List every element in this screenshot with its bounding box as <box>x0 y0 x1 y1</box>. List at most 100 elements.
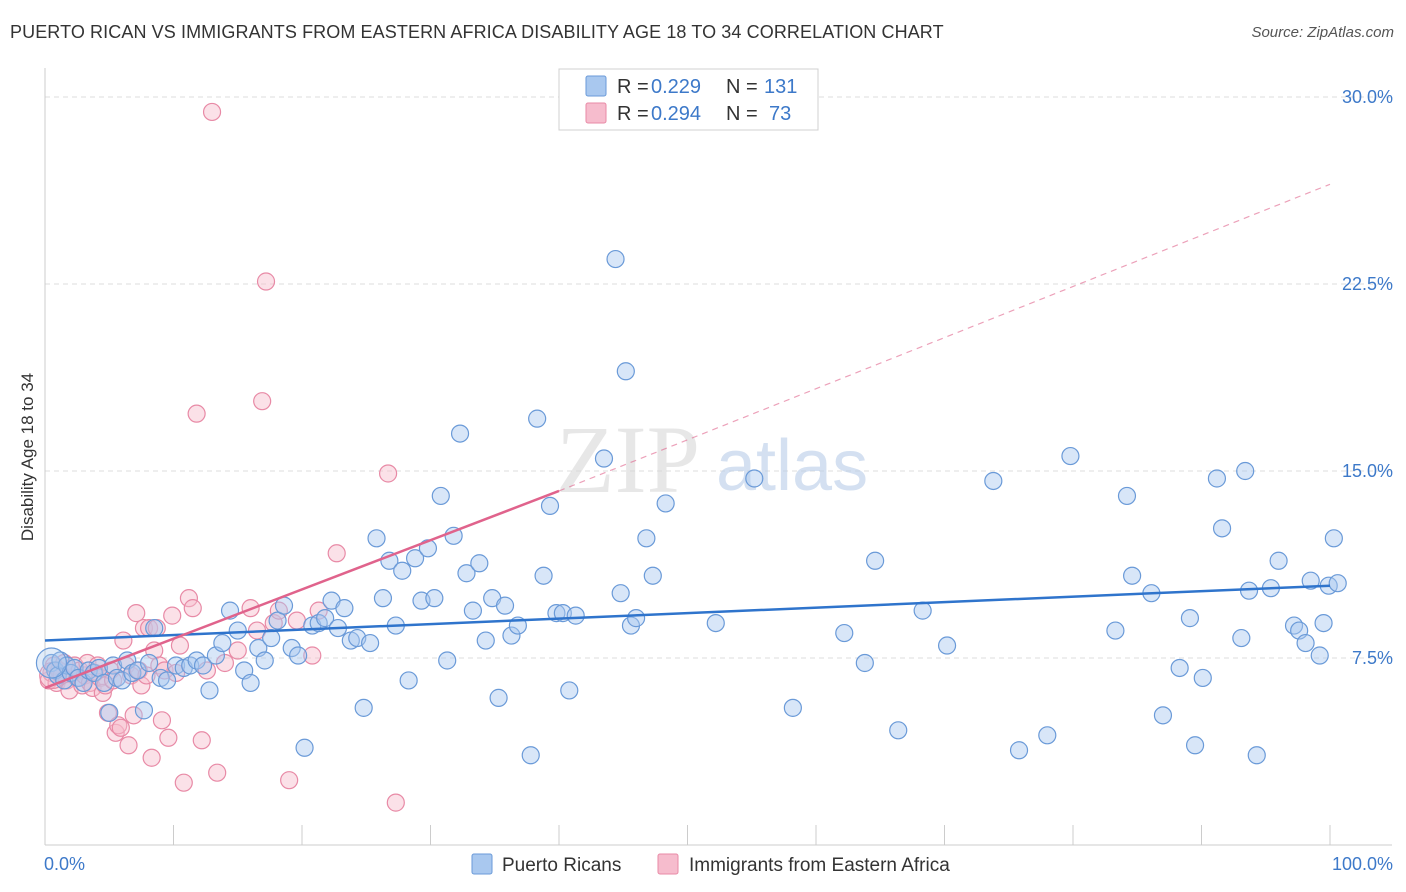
data-point-puerto-rican <box>489 688 508 707</box>
data-point-puerto-rican <box>984 471 1003 491</box>
data-point-puerto-rican <box>656 494 675 513</box>
data-point-puerto-rican <box>594 449 614 468</box>
data-point-puerto-rican <box>200 681 219 700</box>
data-point-puerto-rican <box>1009 741 1029 760</box>
data-point-puerto-rican <box>1038 726 1057 745</box>
data-point-puerto-rican <box>495 596 515 615</box>
data-point-eastern-africa <box>187 404 206 423</box>
data-point-puerto-rican <box>560 681 579 700</box>
trend-lines <box>44 183 1331 690</box>
data-point-eastern-africa <box>106 723 125 742</box>
data-point-puerto-rican <box>262 628 281 648</box>
data-point-puerto-rican <box>502 626 521 645</box>
data-point-puerto-rican <box>637 529 656 548</box>
data-point-puerto-rican <box>1117 486 1137 506</box>
data-point-puerto-rican <box>783 698 802 717</box>
y-tick-labels: 7.5% 15.0% 22.5% 30.0% <box>1342 87 1393 668</box>
data-point-puerto-rican <box>241 673 260 693</box>
bottom-legend-label: Puerto Ricans <box>502 855 621 876</box>
legend-swatch-blue <box>585 75 607 97</box>
data-point-puerto-rican <box>316 609 335 628</box>
data-point-puerto-rican <box>139 653 159 673</box>
data-point-puerto-rican <box>295 738 314 757</box>
data-point-eastern-africa <box>127 604 146 623</box>
legend-n-value: 73 <box>769 103 791 125</box>
data-point-puerto-rican <box>1328 574 1347 593</box>
data-point-eastern-africa <box>159 728 178 747</box>
data-point-eastern-africa <box>114 631 133 650</box>
legend: R = 0.229 N = 131 R = 0.294 N = 73 <box>558 68 819 131</box>
data-point-puerto-rican <box>1239 581 1259 600</box>
data-point-puerto-rican <box>1106 621 1125 640</box>
data-point-puerto-rican <box>361 633 380 653</box>
data-point-eastern-africa <box>109 716 128 735</box>
data-point-eastern-africa <box>142 748 161 767</box>
data-point-puerto-rican <box>1185 736 1205 755</box>
watermark-zip: ZIP <box>556 406 700 513</box>
data-point-eastern-africa <box>192 731 211 750</box>
data-point-puerto-rican <box>1170 658 1189 678</box>
bottom-legend: Puerto Ricans Immigrants from Eastern Af… <box>471 853 950 876</box>
data-point-puerto-rican <box>282 638 301 658</box>
y-axis-title: Disability Age 18 to 34 <box>18 373 37 541</box>
data-point-puerto-rican <box>1193 668 1212 688</box>
data-point-puerto-rican <box>521 746 540 765</box>
data-point-puerto-rican <box>405 549 425 568</box>
data-point-puerto-rican <box>606 249 625 269</box>
data-point-eastern-africa <box>280 771 299 790</box>
data-point-puerto-rican <box>335 599 354 618</box>
data-point-puerto-rican <box>889 721 908 740</box>
x-tick-labels: 0.0% 100.0% <box>44 854 1393 874</box>
data-point-puerto-rican <box>1310 646 1329 665</box>
data-point-puerto-rican <box>1324 529 1343 548</box>
y-tick-label: 22.5% <box>1342 274 1393 294</box>
legend-n-value: 131 <box>764 76 797 98</box>
x-tick-label: 0.0% <box>44 854 85 874</box>
data-point-puerto-rican <box>373 589 393 608</box>
data-point-eastern-africa <box>174 773 193 792</box>
x-tick-label: 100.0% <box>1332 854 1393 874</box>
data-point-eastern-africa <box>256 272 276 291</box>
data-point-puerto-rican <box>706 613 725 633</box>
data-point-eastern-africa <box>327 544 346 563</box>
data-point-puerto-rican <box>470 554 489 573</box>
data-point-puerto-rican <box>145 618 164 638</box>
watermark-atlas: atlas <box>716 426 868 506</box>
data-point-puerto-rican <box>1236 461 1255 481</box>
data-point-eastern-africa <box>124 706 143 725</box>
watermark: ZIP atlas <box>556 406 868 513</box>
gridlines <box>45 96 1392 659</box>
data-point-puerto-rican <box>476 631 495 650</box>
data-point-eastern-africa <box>163 606 182 625</box>
data-point-puerto-rican <box>112 671 132 690</box>
data-point-puerto-rican <box>393 561 412 580</box>
data-point-eastern-africa <box>183 599 202 618</box>
bottom-legend-label: Immigrants from Eastern Africa <box>689 855 950 876</box>
data-point-puerto-rican <box>35 647 68 679</box>
trend-line-eastern-africa-extension <box>558 183 1331 492</box>
data-point-puerto-rican <box>425 589 444 608</box>
data-point-eastern-africa <box>253 392 272 411</box>
legend-r-value: 0.294 <box>651 103 701 125</box>
data-point-puerto-rican <box>431 486 450 506</box>
legend-swatch-pink <box>585 102 607 124</box>
y-tick-label: 30.0% <box>1342 87 1393 107</box>
data-point-puerto-rican <box>866 551 885 570</box>
data-point-puerto-rican <box>213 633 232 653</box>
legend-r-label: R = <box>617 103 649 125</box>
data-point-puerto-rican <box>367 529 386 548</box>
legend-r-value: 0.229 <box>651 76 701 98</box>
data-point-puerto-rican <box>1061 446 1080 466</box>
data-point-puerto-rican <box>1247 746 1266 765</box>
bottom-legend-swatch-pink <box>657 853 679 875</box>
data-point-puerto-rican <box>528 409 547 428</box>
y-tick-label: 15.0% <box>1342 461 1393 481</box>
data-point-puerto-rican <box>1232 628 1251 648</box>
data-point-puerto-rican <box>1180 609 1200 628</box>
data-point-puerto-rican <box>457 564 476 583</box>
data-point-puerto-rican <box>255 651 274 670</box>
data-point-eastern-africa <box>309 601 328 620</box>
data-point-puerto-rican <box>1123 566 1142 585</box>
axes <box>44 68 1392 846</box>
